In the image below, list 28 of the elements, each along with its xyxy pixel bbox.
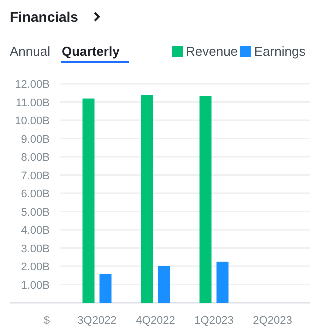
- y-tick-label: 1.00B: [21, 280, 50, 292]
- y-tick-label: 7.00B: [21, 170, 50, 182]
- y-tick-label: 5.00B: [21, 206, 50, 219]
- bar: [158, 266, 170, 303]
- x-tick-label: 1Q2023: [194, 315, 234, 327]
- x-tick-label: 4Q2022: [136, 315, 176, 327]
- y-tick-label: 12.00B: [15, 79, 50, 91]
- legend-label: Earnings: [254, 44, 306, 59]
- y-tick-label: 4.00B: [21, 225, 50, 237]
- bar: [141, 95, 154, 303]
- y-tick-label: 2.00B: [21, 262, 50, 274]
- bar: [216, 262, 229, 303]
- x-tick-label: 3Q2022: [78, 315, 117, 327]
- x-tick-label: 2Q2023: [253, 315, 292, 327]
- y-axis-title: $: [44, 315, 50, 327]
- bar: [82, 98, 95, 303]
- text: Quarterly: [62, 44, 121, 59]
- y-tick-label: 3.00B: [21, 243, 50, 256]
- chart-title: Financials: [10, 9, 79, 25]
- y-tick-label: 10.00B: [15, 116, 50, 128]
- y-tick-label: 9.00B: [21, 134, 50, 146]
- y-tick-label: 8.00B: [21, 152, 50, 164]
- y-tick-label: 11.00B: [16, 97, 50, 110]
- y-tick-label: 6.00B: [21, 188, 50, 200]
- legend-label: Revenue: [186, 44, 238, 59]
- text: Annual: [10, 44, 51, 59]
- bar: [200, 96, 212, 303]
- bar: [100, 274, 112, 303]
